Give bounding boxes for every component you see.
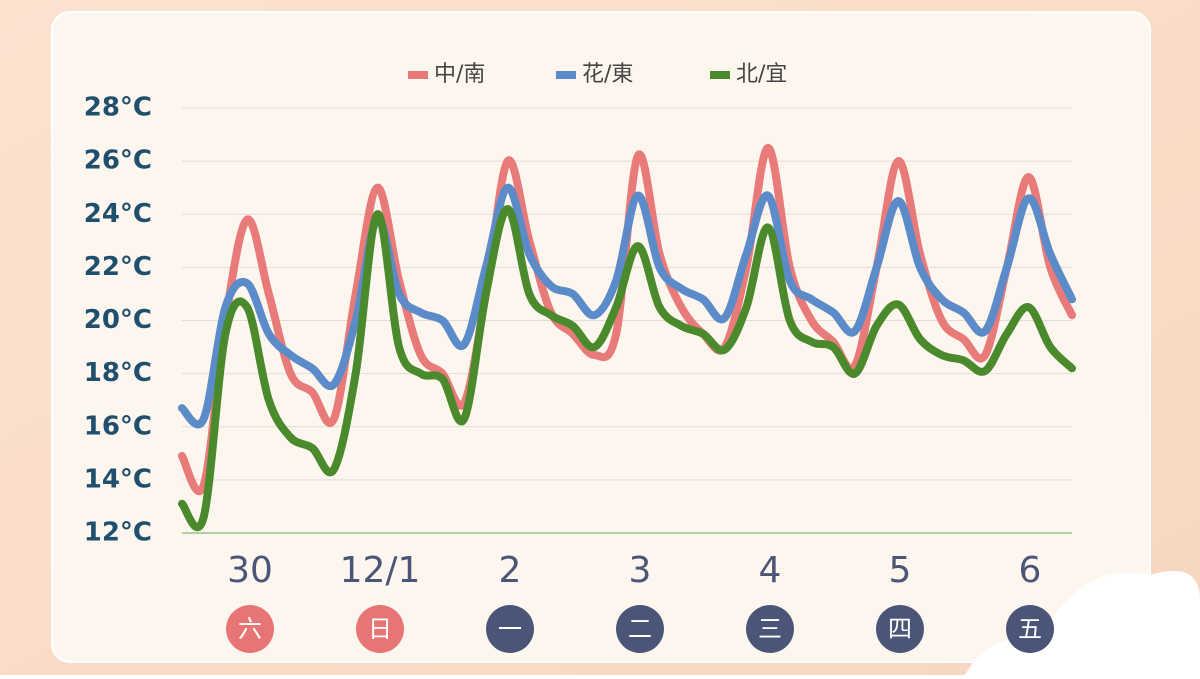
y-tick-label: 22°C bbox=[84, 252, 152, 282]
weekday-badge bbox=[876, 605, 924, 653]
x-tick-label: 3 bbox=[629, 550, 652, 591]
weekday-label: 三 bbox=[758, 615, 782, 643]
y-tick-label: 26°C bbox=[84, 146, 152, 176]
y-tick-label: 16°C bbox=[84, 411, 152, 441]
x-tick-label: 4 bbox=[759, 550, 782, 591]
y-tick-label: 18°C bbox=[84, 358, 152, 388]
y-tick-label: 20°C bbox=[84, 305, 152, 335]
weekday-badge bbox=[616, 605, 664, 653]
weekday-badge bbox=[356, 605, 404, 653]
weekday-label: 日 bbox=[368, 615, 392, 643]
legend-label: 中/南 bbox=[434, 62, 485, 87]
legend-label: 北/宜 bbox=[736, 62, 787, 87]
weekday-label: 一 bbox=[498, 615, 522, 643]
x-tick-label: 6 bbox=[1019, 550, 1042, 591]
weekday-label: 四 bbox=[888, 615, 912, 643]
weekday-label: 六 bbox=[238, 615, 262, 643]
x-tick-label: 30 bbox=[227, 550, 273, 591]
weekday-label: 二 bbox=[628, 615, 652, 643]
weekday-badge bbox=[486, 605, 534, 653]
series-line bbox=[178, 183, 1076, 429]
weekday-badge bbox=[746, 605, 794, 653]
x-tick-label: 12/1 bbox=[340, 550, 421, 591]
x-tick-label: 2 bbox=[499, 550, 522, 591]
y-tick-label: 12°C bbox=[84, 518, 152, 548]
legend-label: 花/東 bbox=[582, 62, 633, 87]
weekday-badge bbox=[226, 605, 274, 653]
x-tick-label: 5 bbox=[889, 550, 912, 591]
weekday-label: 五 bbox=[1018, 615, 1042, 643]
series-line bbox=[178, 204, 1076, 532]
weekday-badge bbox=[1006, 605, 1054, 653]
y-tick-label: 14°C bbox=[84, 464, 152, 494]
y-tick-label: 28°C bbox=[84, 93, 152, 123]
y-tick-label: 24°C bbox=[84, 199, 152, 229]
